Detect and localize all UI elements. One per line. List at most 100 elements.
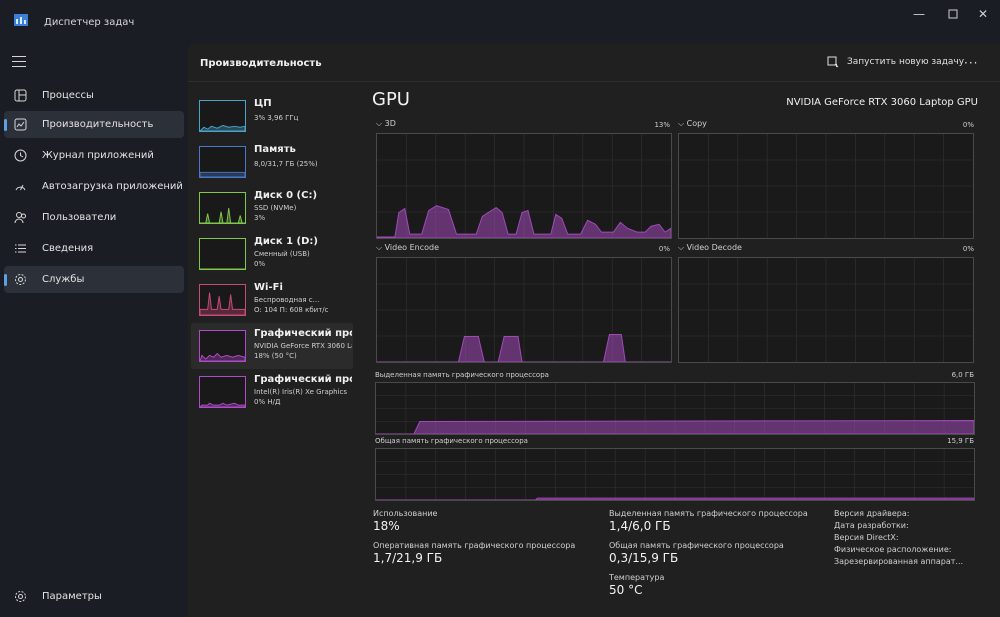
sidebar-item-processes[interactable]: Процессы (4, 82, 184, 109)
engine-selector-copy[interactable]: ⌵ Copy (678, 119, 707, 129)
run-task-label: Запустить новую задачу (847, 57, 965, 67)
sidebar-item-label: Службы (42, 274, 85, 285)
chevron-down-icon: ⌵ (678, 243, 687, 252)
engine-percent: 0% (962, 121, 974, 129)
page-title: Производительность (200, 58, 322, 69)
sidebar: Процессы Производительность Журнал прило… (0, 44, 188, 617)
device-thumbnail (199, 330, 246, 362)
device-usage: 3% (254, 214, 266, 222)
engine-selector-video-decode[interactable]: ⌵ Video Decode (678, 243, 742, 253)
device-thumbnail-series (200, 207, 245, 223)
sidebar-item-startup[interactable]: Автозагрузка приложений (4, 173, 184, 200)
chevron-down-icon: ⌵ (678, 119, 687, 128)
engine-percent: 0% (962, 245, 974, 253)
dedicated-memory-max: 6,0 ГБ (951, 371, 974, 379)
dedicated-memory-stat-value: 1,4/6,0 ГБ (609, 519, 671, 533)
processes-icon (13, 89, 27, 103)
engine-graph-3d (376, 133, 672, 239)
device-thumbnail (199, 376, 246, 408)
content-header: Производительность Запустить новую задач… (188, 44, 1000, 82)
performance-icon (13, 118, 27, 132)
engine-name: Copy (686, 119, 707, 128)
hamburger-menu-icon[interactable] (12, 56, 26, 71)
usage-value: 18% (373, 519, 400, 533)
temperature-value: 50 °C (609, 583, 643, 597)
shared-memory-stat-value: 0,3/15,9 ГБ (609, 551, 679, 565)
engine-graph-video-encode (376, 257, 672, 363)
device-item-wifi[interactable]: Wi-Fi Беспроводная с... О: 104 П: 608 кб… (191, 277, 353, 323)
sidebar-item-details[interactable]: Сведения (4, 235, 184, 262)
engine-percent: 13% (654, 121, 670, 129)
minimize-button[interactable]: — (902, 0, 936, 28)
device-item-disk-0[interactable]: Диск 0 (C:) SSD (NVMe) 3% (191, 185, 353, 231)
dedicated-memory-series (376, 420, 974, 434)
run-task-icon (827, 56, 839, 68)
close-button[interactable]: ✕ (966, 0, 1000, 28)
sidebar-item-performance[interactable]: Производительность (4, 111, 184, 138)
device-item-memory[interactable]: Память 8,0/31,7 ГБ (25%) (191, 139, 353, 185)
device-thumbnail (199, 284, 246, 316)
gpu-ram-label: Оперативная память графического процессо… (373, 541, 576, 550)
device-list: ЦП 3% 3,96 ГГц Память 8,0/31,7 ГБ (25%) … (188, 83, 356, 617)
directx-version-label: Версия DirectX: (834, 533, 899, 542)
engine-3d-series (377, 205, 671, 238)
chevron-down-icon: ⌵ (376, 119, 385, 128)
device-name: ЦП (254, 98, 272, 109)
driver-version-label: Версия драйвера: (834, 509, 910, 518)
maximize-button[interactable] (936, 0, 970, 28)
sidebar-item-label: Автозагрузка приложений (42, 181, 183, 192)
maximize-icon (948, 9, 958, 19)
startup-icon (13, 180, 27, 194)
device-usage: 18% (50 °C) (254, 352, 297, 360)
reserved-memory-label: Зарезервированная аппарат... (834, 557, 964, 566)
device-thumbnail-series (200, 292, 245, 315)
services-icon (13, 273, 27, 287)
device-usage: О: 104 П: 608 кбит/с (254, 306, 329, 314)
temperature-label: Температура (609, 573, 665, 582)
device-item-gpu-1[interactable]: Графический процессор 1 Intel(R) Iris(R)… (191, 369, 353, 415)
device-name: Графический процессор 1 (254, 374, 352, 385)
sidebar-item-services[interactable]: Службы (4, 266, 184, 293)
shared-memory-series (376, 497, 974, 500)
engine-name: Video Decode (686, 243, 742, 252)
device-usage: 0% Н/Д (254, 398, 281, 406)
sidebar-item-app-history[interactable]: Журнал приложений (4, 142, 184, 169)
minimize-icon: — (913, 7, 925, 21)
engine-selector-3d[interactable]: ⌵ 3D (376, 119, 396, 129)
run-new-task-button[interactable]: Запустить новую задачу (827, 56, 964, 68)
more-options-button[interactable]: ··· (964, 56, 979, 70)
driver-date-label: Дата разработки: (834, 521, 909, 530)
shared-memory-stat-label: Общая память графического процессора (609, 541, 784, 550)
device-thumbnail (199, 192, 246, 224)
shared-memory-graph (375, 448, 975, 501)
dedicated-memory-label: Выделенная память графического процессор… (375, 371, 549, 379)
device-usage: 0% (254, 260, 266, 268)
title-bar: Диспетчер задач — ✕ (0, 0, 1000, 44)
dedicated-memory-graph (375, 382, 975, 435)
device-detail: 3% 3,96 ГГц (254, 114, 299, 122)
sidebar-item-label: Производительность (42, 119, 154, 130)
device-name: Диск 0 (C:) (254, 190, 318, 201)
close-icon: ✕ (977, 7, 989, 21)
device-item-cpu[interactable]: ЦП 3% 3,96 ГГц (191, 93, 353, 139)
sidebar-item-users[interactable]: Пользователи (4, 204, 184, 231)
device-name: Память (254, 144, 296, 155)
gear-icon (13, 590, 27, 604)
shared-memory-label: Общая память графического процессора (375, 437, 528, 445)
device-detail: NVIDIA GeForce RTX 3060 Laptop GPU (254, 342, 352, 350)
device-thumbnail (199, 100, 246, 132)
engine-encode-series (377, 334, 671, 362)
device-detail: Беспроводная с... (254, 296, 320, 304)
device-name: Wi-Fi (254, 282, 283, 293)
device-detail: Intel(R) Iris(R) Xe Graphics (254, 388, 348, 396)
device-thumbnail-series (200, 124, 245, 131)
chevron-down-icon: ⌵ (376, 243, 385, 252)
dedicated-memory-stat-label: Выделенная память графического процессор… (609, 509, 808, 518)
device-thumbnail-series (200, 171, 245, 177)
settings-button[interactable]: Параметры (4, 583, 184, 610)
device-item-gpu-0[interactable]: Графический процессор 0 NVIDIA GeForce R… (191, 323, 353, 369)
engine-graph-video-decode (678, 257, 974, 363)
device-item-disk-1[interactable]: Диск 1 (D:) Сменный (USB) 0% (191, 231, 353, 277)
users-icon (13, 211, 27, 225)
engine-selector-video-encode[interactable]: ⌵ Video Encode (376, 243, 439, 253)
